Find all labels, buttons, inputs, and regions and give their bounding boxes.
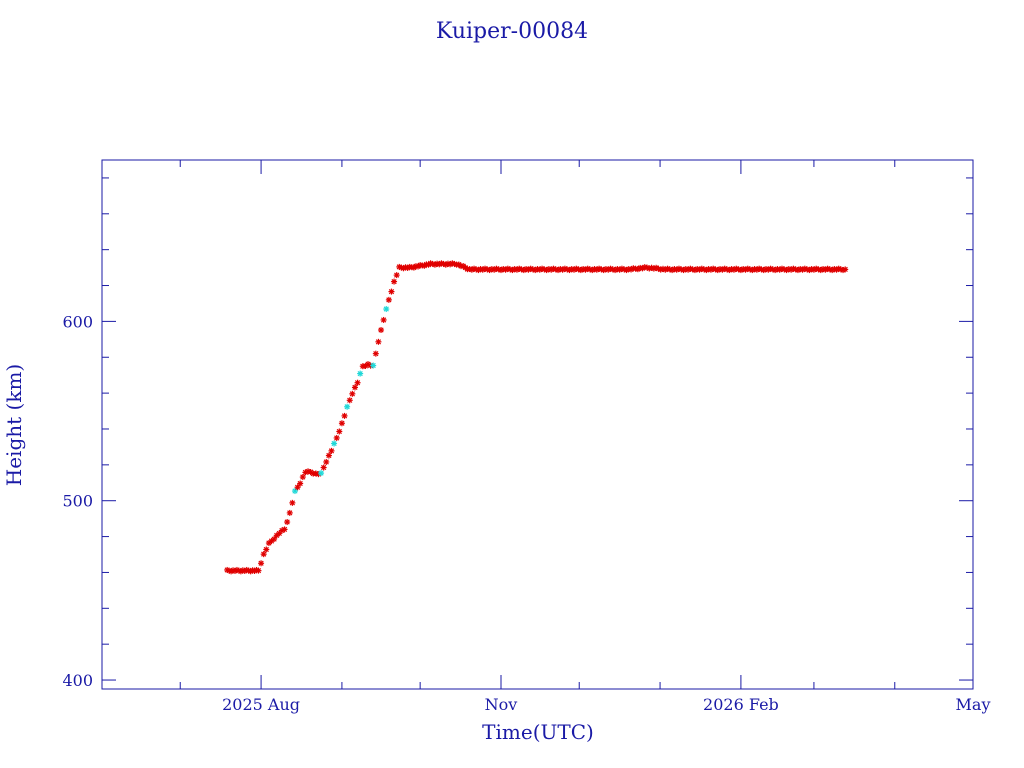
data-point (582, 266, 589, 273)
data-point (289, 499, 296, 506)
data-point (726, 267, 733, 274)
data-point (621, 266, 628, 273)
data-point (380, 316, 387, 323)
data-point (648, 264, 655, 271)
data-point (391, 278, 398, 285)
data-point (375, 338, 382, 345)
data-point (336, 428, 343, 435)
data-point (320, 464, 327, 471)
data-point (372, 350, 379, 357)
y-tick-label: 500 (62, 492, 93, 511)
data-point (331, 440, 338, 447)
data-point (328, 447, 335, 454)
data-point (338, 420, 345, 427)
y-tick-label: 600 (62, 312, 93, 331)
x-axis-label: Time(UTC) (482, 720, 594, 744)
y-tick-label: 400 (62, 671, 93, 690)
data-point (302, 469, 309, 476)
data-points (224, 260, 849, 575)
data-point (271, 536, 278, 543)
x-tick-label: 2025 Aug (222, 695, 300, 714)
data-point (286, 509, 293, 516)
data-point (284, 519, 291, 526)
data-point (378, 327, 385, 334)
data-point (260, 551, 267, 558)
data-point (370, 362, 377, 369)
data-point (357, 370, 364, 377)
data-point (573, 265, 580, 272)
data-point (325, 452, 332, 459)
data-point (258, 560, 265, 567)
data-point (344, 403, 351, 410)
data-point (568, 266, 575, 273)
data-point (351, 384, 358, 391)
data-point (299, 474, 306, 481)
x-axis: 2025 Aug Nov 2026 Feb May (179, 160, 991, 714)
data-point (671, 266, 678, 273)
data-point (385, 296, 392, 303)
data-point (349, 390, 356, 397)
data-point (297, 480, 304, 487)
data-point (593, 266, 600, 273)
x-tick-label: May (956, 695, 991, 714)
data-point (294, 484, 301, 491)
x-tick-label: 2026 Feb (703, 695, 779, 714)
data-point (383, 306, 390, 313)
data-point (364, 361, 371, 368)
data-point (341, 412, 348, 419)
data-point (255, 567, 262, 574)
y-axis-label: Height (km) (2, 364, 26, 486)
data-point (333, 434, 340, 441)
data-point (842, 266, 849, 273)
data-point (346, 397, 353, 404)
data-point (659, 265, 666, 272)
data-point (263, 546, 270, 553)
chart-title: Kuiper-00084 (436, 19, 588, 44)
y-axis: 400 500 600 (62, 177, 973, 690)
data-point (354, 379, 361, 386)
data-point (566, 267, 573, 274)
data-point (323, 458, 330, 465)
data-point (442, 261, 449, 268)
plot-frame (101, 159, 974, 690)
x-tick-label: Nov (485, 695, 518, 714)
data-point (318, 470, 325, 477)
data-point (388, 288, 395, 295)
data-point (393, 272, 400, 279)
data-point (281, 526, 288, 533)
